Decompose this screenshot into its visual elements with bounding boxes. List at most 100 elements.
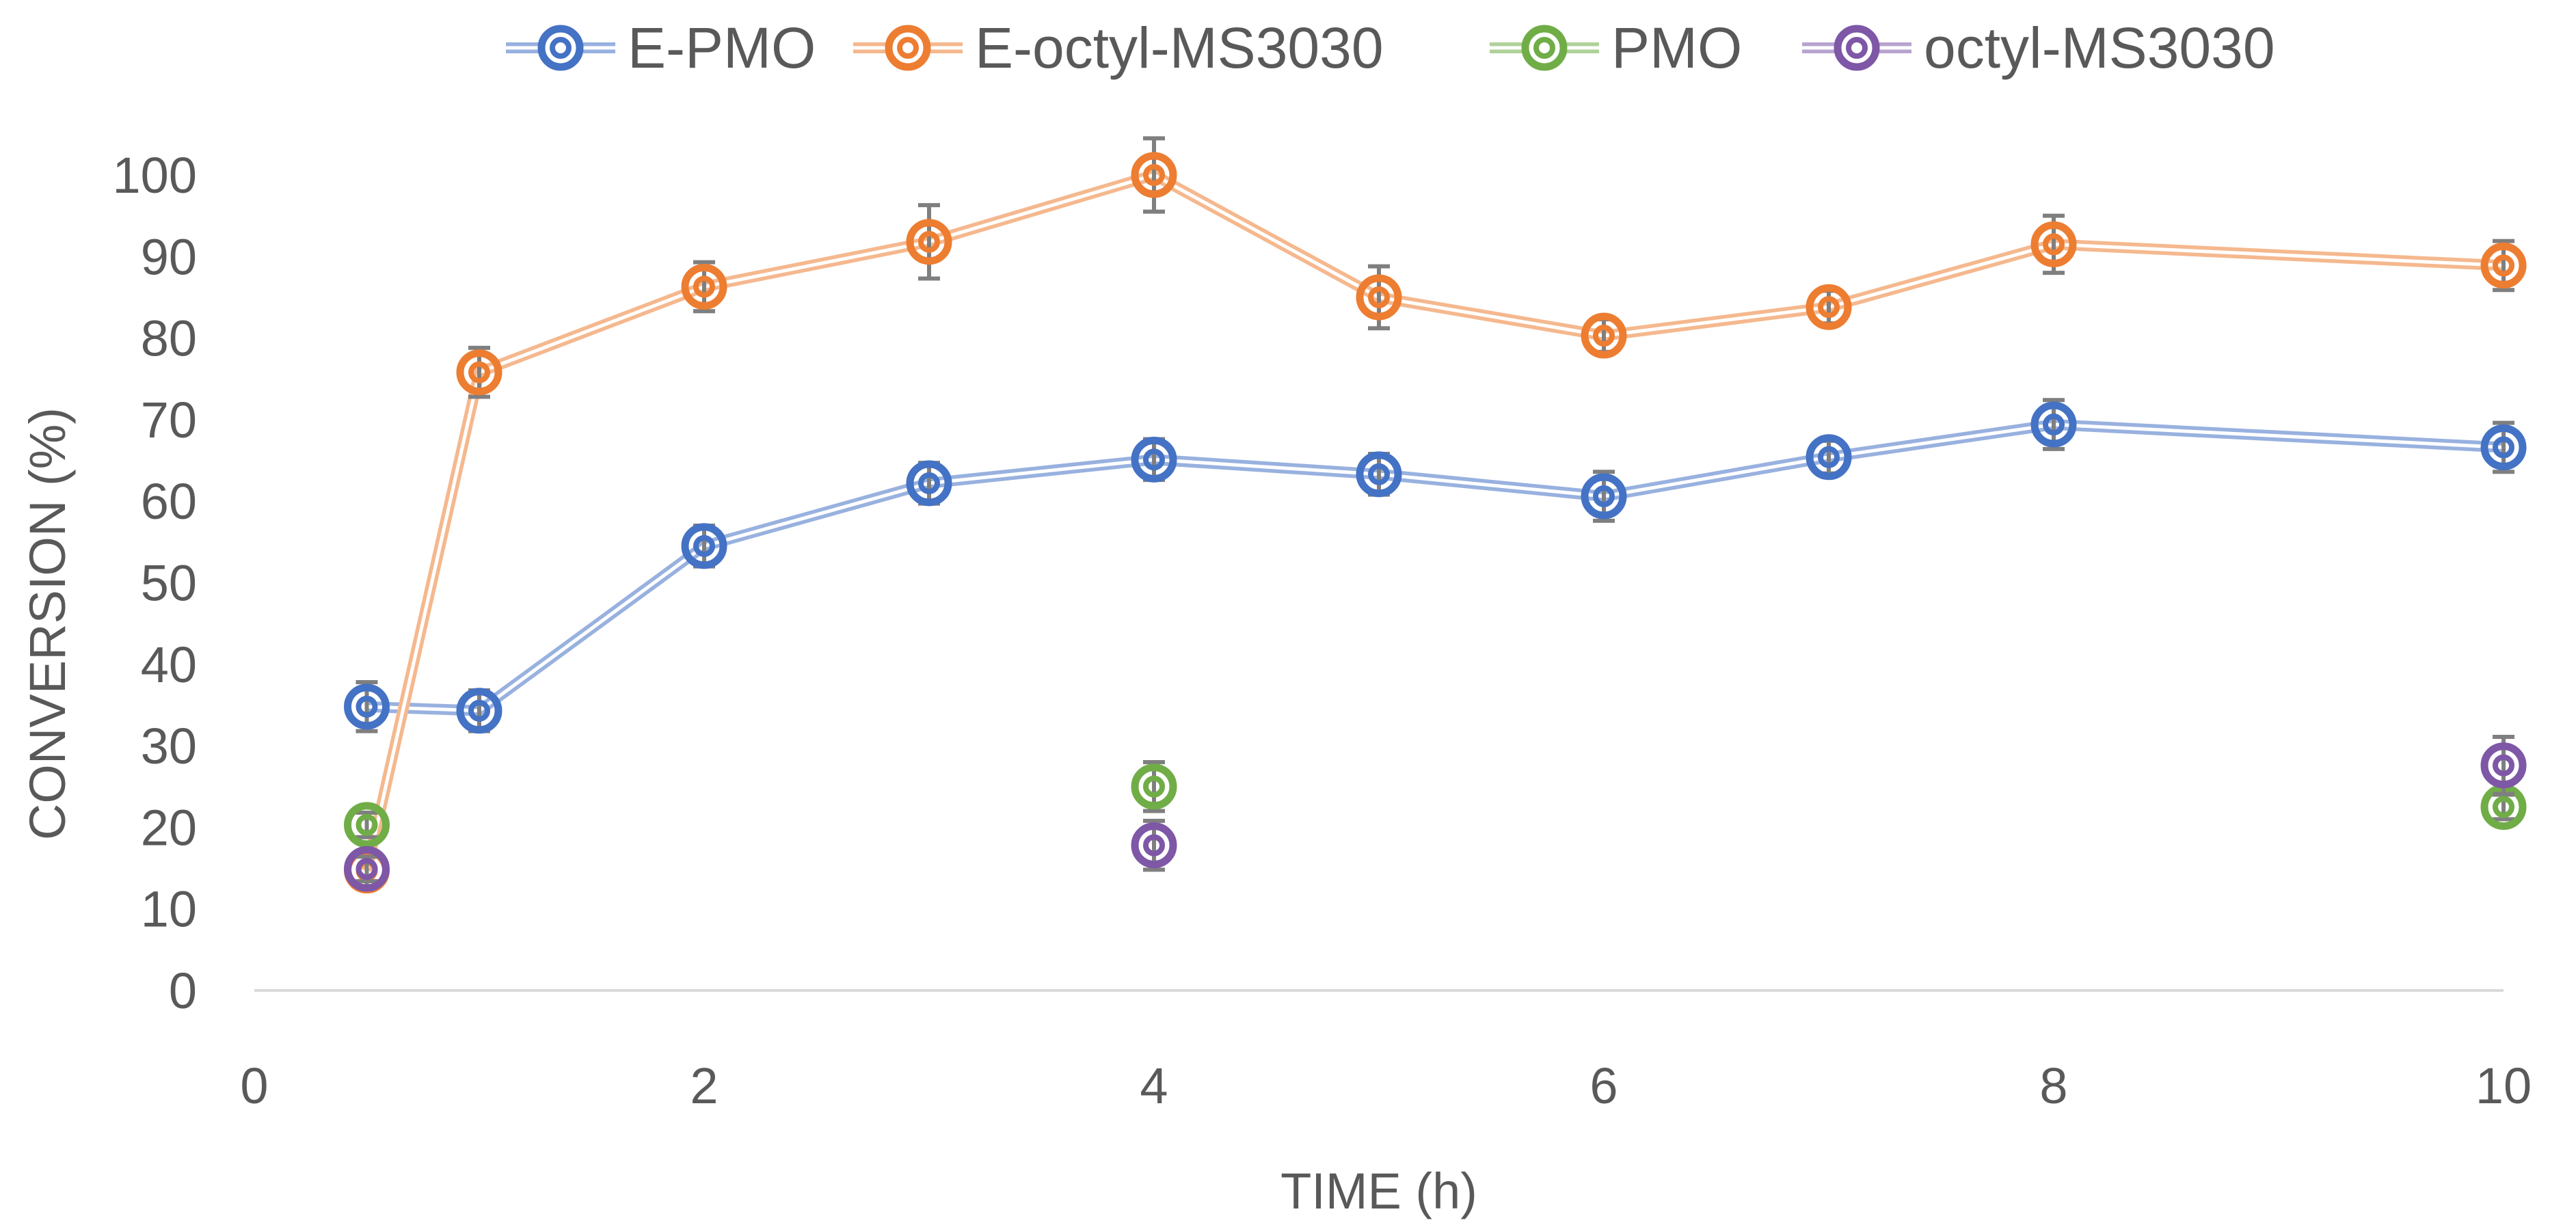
data-point <box>1131 436 1177 483</box>
series-line-inner <box>365 173 2504 872</box>
data-point-inner <box>1368 286 1390 308</box>
y-tick-label: 40 <box>141 636 197 693</box>
legend-swatch-marker-inner <box>1533 37 1555 59</box>
legend-item: E-octyl-MS3030 <box>853 16 1384 80</box>
data-point-inner <box>2493 754 2514 776</box>
data-point-outer <box>1356 451 1402 498</box>
data-point-outer <box>1806 284 1852 330</box>
data-point-outer <box>456 688 502 734</box>
legend-swatch-marker-inner <box>550 37 572 59</box>
data-point-outer <box>344 684 390 730</box>
data-point-outer <box>681 263 727 310</box>
y-tick-label: 0 <box>169 962 197 1019</box>
data-point-inner <box>1593 485 1615 508</box>
x-axis-title: TIME (h) <box>1280 1163 1477 1219</box>
legend-item: PMO <box>1490 16 1742 80</box>
data-point-outer <box>1806 434 1852 481</box>
data-point <box>906 460 952 507</box>
data-point <box>1131 152 1177 198</box>
series-octyl-ms3030 <box>344 734 2527 892</box>
data-point-outer <box>2480 742 2527 789</box>
y-tick-label: 50 <box>141 555 197 612</box>
data-point-outer <box>1131 436 1177 483</box>
data-point-outer <box>1131 764 1177 810</box>
data-point-outer <box>2030 401 2077 448</box>
legend-label: PMO <box>1611 16 1742 80</box>
x-tick-label: 6 <box>1589 1057 1618 1114</box>
data-point <box>344 846 390 892</box>
data-point-inner <box>2493 796 2514 818</box>
series-e-octyl-ms3030 <box>344 136 2527 894</box>
legend-swatch-marker <box>1521 25 1568 71</box>
data-point-inner <box>1143 775 1165 798</box>
data-point-outer <box>1581 312 1627 359</box>
data-point-inner <box>918 230 940 253</box>
legend: E-PMO E-octyl-MS3030 PMO octyl-MS3030 <box>506 16 2275 80</box>
legend-swatch-marker <box>537 25 584 71</box>
legend-item: E-PMO <box>506 16 816 80</box>
data-point-inner <box>355 858 378 880</box>
data-point-inner <box>1143 834 1165 856</box>
y-tick-label: 100 <box>113 147 197 204</box>
data-point <box>1356 274 1402 321</box>
data-point-outer <box>681 523 727 569</box>
y-tick-label: 80 <box>141 310 197 367</box>
data-point-outer <box>2480 424 2527 470</box>
y-tick-label: 60 <box>141 473 197 530</box>
data-point-inner <box>693 275 715 298</box>
y-tick-label: 90 <box>141 228 197 285</box>
y-axis-title: CONVERSION (%) <box>19 407 76 840</box>
data-point <box>1806 434 1852 481</box>
data-point-inner <box>1143 164 1165 186</box>
data-point-inner <box>1368 463 1390 485</box>
data-point-outer <box>2480 242 2527 288</box>
legend-swatch-marker <box>885 25 931 71</box>
data-point <box>906 219 952 265</box>
y-tick-label: 70 <box>141 392 197 448</box>
series-pmo <box>344 759 2527 848</box>
data-point <box>2480 424 2527 470</box>
data-point <box>2030 221 2077 267</box>
series-line <box>366 419 2504 716</box>
y-tick-label: 10 <box>141 881 197 938</box>
y-tick-label: 20 <box>141 799 197 856</box>
data-point-inner <box>2493 254 2514 277</box>
data-point-outer <box>344 802 390 848</box>
x-tick-label: 0 <box>240 1057 268 1114</box>
data-point-inner <box>1818 446 1840 468</box>
data-point-outer <box>1581 473 1627 519</box>
data-point-inner <box>1593 325 1615 347</box>
data-point-inner <box>693 535 715 557</box>
data-point-outer <box>2030 221 2077 267</box>
data-point-inner <box>918 472 940 494</box>
legend-label: E-PMO <box>628 16 816 80</box>
x-tick-label: 4 <box>1140 1057 1168 1114</box>
legend-swatch-marker-inner <box>897 37 919 59</box>
axes: 0 10 20 30 40 50 60 70 80 90 100 0 2 4 6 8 10 <box>113 147 2532 1114</box>
data-point-outer <box>1356 274 1402 321</box>
data-point-inner <box>468 699 490 722</box>
legend-swatch-marker <box>1834 25 1880 71</box>
data-point <box>681 523 727 569</box>
data-point-outer <box>906 460 952 507</box>
data-point-outer <box>344 846 390 892</box>
data-point <box>1806 284 1852 330</box>
data-point <box>344 802 390 848</box>
data-point <box>1131 822 1177 869</box>
legend-item: octyl-MS3030 <box>1802 16 2275 80</box>
data-point-inner <box>2043 414 2065 436</box>
data-point-outer <box>456 349 502 396</box>
data-point-inner <box>2043 233 2065 256</box>
data-point <box>1581 473 1627 519</box>
data-point-outer <box>1131 152 1177 198</box>
legend-label: octyl-MS3030 <box>1924 16 2275 80</box>
data-point <box>681 263 727 310</box>
data-point <box>1131 764 1177 810</box>
series-e-pmo <box>344 398 2527 734</box>
x-tick-label: 2 <box>690 1057 718 1114</box>
data-point <box>2480 242 2527 288</box>
data-point-inner <box>1818 296 1840 319</box>
legend-label: E-octyl-MS3030 <box>975 16 1384 80</box>
legend-swatch-marker-inner <box>1846 37 1868 59</box>
